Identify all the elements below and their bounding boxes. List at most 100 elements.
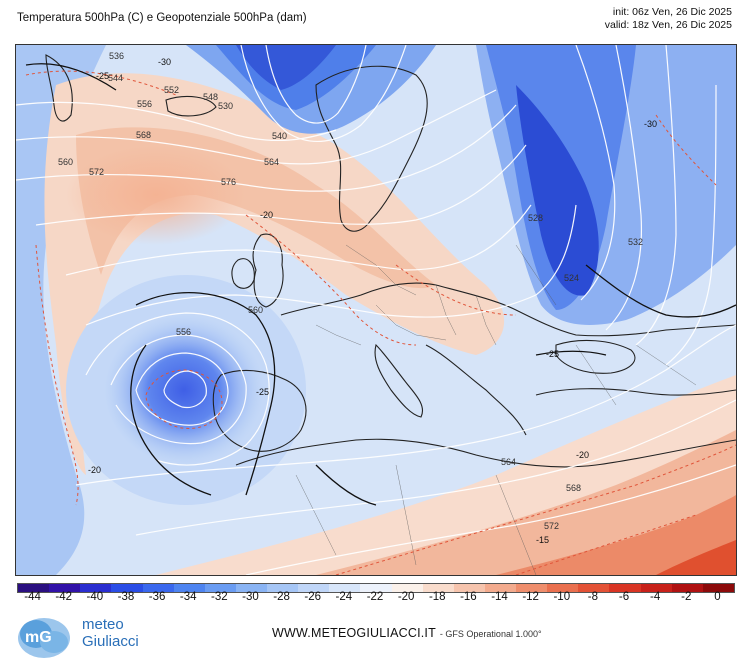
geopotential-label: 530 bbox=[218, 101, 233, 111]
color-scale-tick: -10 bbox=[553, 591, 571, 603]
geopotential-label: 548 bbox=[203, 92, 218, 102]
color-swatch bbox=[267, 584, 299, 592]
color-scale-ticks: -44 -42 -40 -38 -36 -34 -32 -30 -28 -26 -24 -22 -20-… bbox=[17, 591, 733, 609]
color-scale-tick: -36 bbox=[148, 591, 166, 603]
south-warm-band-3 bbox=[496, 495, 736, 575]
color-swatch bbox=[329, 584, 361, 592]
website-url: WWW.METEOGIULIACCI.IT bbox=[272, 626, 436, 640]
geopotential-label: 568 bbox=[136, 130, 151, 140]
init-time: init: 06z Ven, 26 Dic 2025 bbox=[612, 6, 732, 18]
brand-name: meteo Giuliacci bbox=[82, 616, 139, 650]
chart-title: Temperatura 500hPa (C) e Geopotenziale 5… bbox=[17, 12, 307, 24]
temperature-label: -25 bbox=[256, 387, 269, 397]
geopotential-label: 532 bbox=[628, 237, 643, 247]
color-swatch bbox=[609, 584, 641, 592]
geopotential-label: 524 bbox=[564, 273, 579, 283]
svg-text:mG: mG bbox=[25, 629, 52, 646]
color-swatch bbox=[360, 584, 392, 592]
geopotential-label: 572 bbox=[89, 167, 104, 177]
isoline-labels: 536 530 544 548 552 556 560 564 568 572 … bbox=[58, 51, 657, 545]
key-isotherms bbox=[25, 63, 736, 506]
ireland-coast bbox=[231, 258, 255, 289]
color-swatch bbox=[640, 584, 672, 592]
color-swatch bbox=[18, 584, 50, 592]
geopotential-label: 564 bbox=[264, 157, 279, 167]
color-swatch bbox=[547, 584, 579, 592]
run-info: init: 06z Ven, 26 Dic 2025 valid: 18z Ve… bbox=[605, 6, 732, 32]
cutoff-low bbox=[104, 315, 264, 465]
geopotential-isolines bbox=[16, 45, 736, 575]
color-scale-tick: -22 bbox=[366, 591, 384, 603]
europe-mainland-coast bbox=[280, 282, 736, 337]
color-swatch bbox=[80, 584, 112, 592]
warm-ridge-center bbox=[66, 145, 246, 245]
south-warm-band-4 bbox=[656, 540, 736, 575]
color-swatch bbox=[422, 584, 454, 592]
color-scale-tick: -30 bbox=[242, 591, 259, 603]
scandinavia-coast bbox=[315, 65, 428, 232]
turkey-coast bbox=[535, 388, 736, 396]
color-swatch bbox=[671, 584, 703, 592]
temperature-label: -25 bbox=[546, 349, 559, 359]
color-swatch bbox=[453, 584, 485, 592]
north-trough-deep bbox=[236, 45, 336, 90]
color-scale-tick: -14 bbox=[491, 591, 508, 603]
country-borders bbox=[295, 244, 697, 575]
model-name: - GFS Operational 1.000° bbox=[439, 629, 542, 639]
color-scale-tick: -8 bbox=[587, 591, 599, 603]
color-scale-tick: -6 bbox=[618, 591, 630, 603]
color-scale-tick: -26 bbox=[304, 591, 322, 603]
east-trough-deep bbox=[516, 85, 599, 296]
geopotential-label: 560 bbox=[248, 305, 263, 315]
temperature-label: -15 bbox=[536, 535, 549, 545]
color-scale-bar bbox=[17, 583, 735, 593]
color-swatch bbox=[111, 584, 143, 592]
color-scale-tick: -24 bbox=[335, 591, 353, 603]
isotherms bbox=[25, 70, 736, 575]
color-scale-tick: -40 bbox=[86, 591, 104, 603]
geopotential-label: 556 bbox=[137, 99, 152, 109]
color-scale-tick: -16 bbox=[460, 591, 477, 603]
black-sea-coast bbox=[555, 339, 636, 374]
color-scale-tick: -44 bbox=[24, 591, 41, 603]
iceland-coast bbox=[165, 95, 217, 117]
temperature-label: -30 bbox=[644, 119, 657, 129]
color-swatch bbox=[391, 584, 423, 592]
color-scale-tick: -12 bbox=[522, 591, 539, 603]
geopotential-label: 528 bbox=[528, 213, 543, 223]
geopotential-label: 572 bbox=[544, 521, 559, 531]
geopotential-label: 556 bbox=[176, 327, 191, 337]
balkans-coast bbox=[425, 344, 527, 436]
british-isles-coast bbox=[252, 233, 284, 308]
valid-time: valid: 18z Ven, 26 Dic 2025 bbox=[604, 19, 732, 31]
color-swatch bbox=[173, 584, 205, 592]
geopotential-label: 568 bbox=[566, 483, 581, 493]
brand-line-2: Giuliacci bbox=[82, 633, 139, 650]
color-scale-tick: -2 bbox=[681, 591, 692, 603]
website-credit: WWW.METEOGIULIACCI.IT - GFS Operational 1… bbox=[272, 626, 542, 640]
meteo-giuliacci-logo: mG bbox=[18, 618, 70, 658]
greenland-coast bbox=[45, 54, 73, 122]
color-scale-tick: -28 bbox=[273, 591, 290, 603]
brand-logo-block: mG meteo Giuliacci bbox=[14, 610, 164, 662]
color-swatch bbox=[702, 584, 734, 592]
color-scale-tick: -4 bbox=[650, 591, 661, 603]
color-swatch bbox=[49, 584, 81, 592]
temperature-label: -20 bbox=[260, 210, 273, 220]
geopotential-label: 540 bbox=[272, 131, 287, 141]
temperature-label: -30 bbox=[158, 57, 171, 67]
temperature-label: -20 bbox=[576, 450, 589, 460]
geopotential-label: 552 bbox=[164, 85, 179, 95]
color-swatch bbox=[204, 584, 236, 592]
color-scale-tick: -38 bbox=[117, 591, 135, 603]
color-swatch bbox=[142, 584, 174, 592]
geopotential-label: 544 bbox=[108, 73, 123, 83]
coastlines bbox=[45, 54, 736, 468]
color-swatch bbox=[516, 584, 548, 592]
color-scale-tick: 0 bbox=[714, 591, 721, 603]
geopotential-label: 560 bbox=[58, 157, 73, 167]
color-swatch bbox=[484, 584, 516, 592]
color-scale-tick: -32 bbox=[211, 591, 228, 603]
color-swatch bbox=[578, 584, 610, 592]
geopotential-label: 564 bbox=[501, 457, 516, 467]
